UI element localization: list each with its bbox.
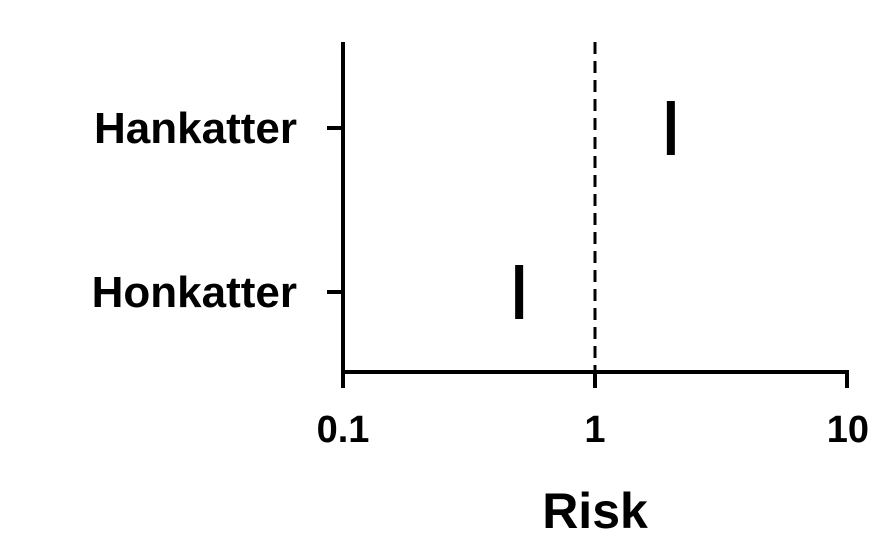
y-ticks: Hankatter Honkatter [92,104,343,317]
x-tick-label: 1 [584,409,605,451]
y-category-label: Honkatter [92,268,297,317]
x-tick-label: 0.1 [317,409,370,451]
data-marks [515,101,675,319]
x-axis-title: Risk [542,483,648,539]
y-category-label: Hankatter [94,104,297,153]
x-tick-label: 10 [827,409,869,451]
x-ticks: 0.1 1 10 [317,372,869,451]
